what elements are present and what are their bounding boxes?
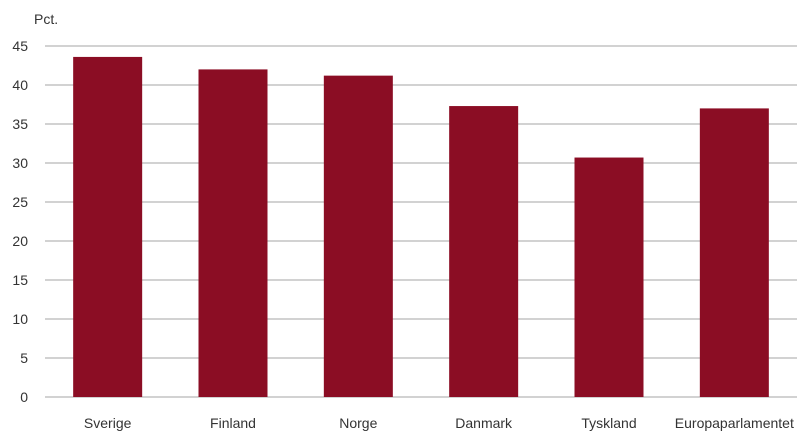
bar [323, 75, 393, 397]
y-tick-label: 30 [12, 155, 28, 171]
y-axis-label: Pct. [34, 11, 58, 27]
bars [73, 56, 769, 398]
bar [73, 56, 143, 398]
x-tick-label: Danmark [455, 415, 513, 431]
y-tick-label: 10 [12, 311, 28, 327]
y-tick-label: 25 [12, 194, 28, 210]
bar [198, 69, 268, 398]
y-tick-label: 45 [12, 38, 28, 54]
x-tick-label: Finland [210, 415, 256, 431]
x-tick-label: Sverige [84, 415, 132, 431]
y-tick-label: 0 [20, 389, 28, 405]
y-tick-label: 40 [12, 77, 28, 93]
x-tick-label: Europaparlamentet [675, 415, 794, 431]
y-tick-label: 20 [12, 233, 28, 249]
y-axis-ticks: 0 5 10 15 20 25 30 35 40 45 [12, 38, 28, 405]
y-tick-label: 35 [12, 116, 28, 132]
x-tick-label: Tyskland [581, 415, 636, 431]
gridlines [45, 45, 797, 398]
bar [699, 108, 769, 398]
x-tick-label: Norge [339, 415, 377, 431]
bar [449, 106, 519, 397]
x-axis-ticks: Sverige Finland Norge Danmark Tyskland Europa… [84, 415, 794, 431]
bar [574, 157, 644, 397]
y-tick-label: 15 [12, 272, 28, 288]
y-tick-label: 5 [20, 350, 28, 366]
